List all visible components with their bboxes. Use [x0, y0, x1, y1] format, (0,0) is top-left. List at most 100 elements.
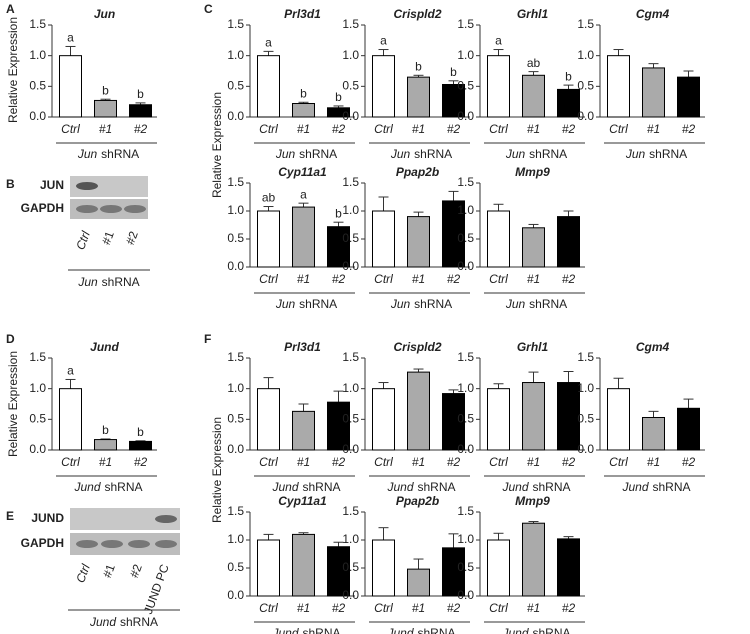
y-tick-label: 0.5	[227, 79, 244, 93]
y-tick-label: 1.0	[342, 48, 359, 62]
x-tick-label: Ctrl	[259, 601, 278, 615]
group-label-gene: Jund	[386, 626, 413, 634]
bar	[292, 410, 315, 451]
x-tick-label: #2	[447, 272, 461, 286]
y-tick-label: 0.5	[227, 560, 244, 574]
chart-title: Cgm4	[636, 340, 670, 354]
x-tick-label: #2	[332, 272, 346, 286]
y-tick-label: 1.5	[227, 175, 244, 189]
significance-letter: b	[335, 206, 342, 220]
x-tick-label: Ctrl	[259, 122, 278, 136]
significance-letter: a	[265, 36, 272, 50]
blot-lane-label: #1	[99, 229, 117, 247]
group-label-text: shRNA	[414, 297, 452, 311]
group-label-text: shRNA	[533, 626, 571, 634]
group-label-text: shRNA	[299, 147, 337, 161]
y-tick-label: 0.0	[457, 259, 474, 273]
x-tick-label: #1	[527, 272, 540, 286]
group-label-gene: Jund	[621, 480, 648, 494]
y-tick-label: 1.0	[457, 203, 474, 217]
group-label: Jund shRNA	[386, 480, 455, 494]
bar	[94, 99, 117, 118]
x-tick-label: Ctrl	[259, 455, 278, 469]
y-axis-label: Relative Expression	[210, 92, 224, 198]
significance-letter: ab	[527, 56, 541, 70]
bar	[257, 210, 280, 268]
y-tick-label: 1.0	[227, 532, 244, 546]
bar	[522, 522, 545, 597]
y-tick-label: 1.0	[227, 203, 244, 217]
group-label: Jun shRNA	[505, 297, 567, 311]
blot-lane-label: Ctrl	[73, 562, 93, 585]
chart-title: Cyp11a1	[278, 494, 327, 508]
y-tick-label: 0.0	[29, 442, 46, 456]
group-label-gene: Jund	[271, 626, 298, 634]
x-tick-label: #1	[647, 122, 660, 136]
bar	[407, 216, 430, 268]
group-label-text: shRNA	[414, 147, 452, 161]
group-label-gene: Jund	[271, 480, 298, 494]
bar	[94, 439, 117, 451]
y-tick-label: 1.5	[457, 350, 474, 364]
significance-letter: b	[335, 90, 342, 104]
group-label-gene: Jun	[77, 275, 98, 289]
group-label-text: shRNA	[105, 480, 143, 494]
x-tick-label: #1	[297, 122, 310, 136]
bar	[257, 55, 280, 118]
group-label-gene: Jun	[390, 147, 411, 161]
y-tick-label: 1.0	[577, 48, 594, 62]
group-label: Jun shRNA	[625, 147, 687, 161]
significance-letter: a	[380, 34, 387, 48]
group-label-text: shRNA	[653, 480, 691, 494]
x-tick-label: #1	[297, 272, 310, 286]
bar	[607, 388, 630, 451]
y-tick-label: 1.5	[577, 350, 594, 364]
significance-letter: a	[495, 34, 502, 48]
chart-title: Crispld2	[393, 340, 441, 354]
x-tick-label: #2	[682, 455, 696, 469]
y-tick-label: 1.5	[342, 17, 359, 31]
bar	[487, 55, 510, 118]
blot-row-label: GAPDH	[21, 201, 64, 215]
x-tick-label: #2	[134, 122, 148, 136]
blot-lane-label: #2	[123, 229, 141, 247]
panel-label: C	[204, 2, 213, 16]
bar	[372, 210, 395, 268]
x-tick-label: #2	[332, 122, 346, 136]
panel-label: D	[6, 332, 15, 346]
y-tick-label: 1.0	[342, 532, 359, 546]
chart-title: Ppap2b	[396, 494, 439, 508]
blot-band-panel	[70, 508, 180, 530]
y-tick-label: 1.5	[457, 504, 474, 518]
chart-title: Mmp9	[515, 494, 550, 508]
group-label: Jund shRNA	[621, 480, 690, 494]
bar	[407, 76, 430, 118]
group-label: Jun shRNA	[390, 147, 452, 161]
group-label: Jund shRNA	[89, 615, 158, 629]
y-tick-label: 0.5	[457, 412, 474, 426]
group-label: Jun shRNA	[77, 275, 139, 289]
blot-band	[76, 540, 98, 548]
bar	[257, 388, 280, 451]
blot-lane-label: JUND PC	[141, 562, 172, 616]
y-tick-label: 1.5	[577, 17, 594, 31]
y-tick-label: 0.5	[457, 231, 474, 245]
blot-band	[124, 205, 146, 213]
blot-row-label: GAPDH	[21, 536, 64, 550]
group-label-text: shRNA	[299, 297, 337, 311]
x-tick-label: Ctrl	[489, 122, 508, 136]
panel-label: B	[6, 177, 15, 191]
bar	[327, 546, 350, 597]
y-tick-label: 1.5	[342, 350, 359, 364]
bar	[327, 401, 350, 451]
bar	[487, 388, 510, 451]
blot-row-label: JUN	[40, 178, 64, 192]
x-tick-label: #1	[99, 455, 112, 469]
y-tick-label: 0.5	[342, 79, 359, 93]
y-tick-label: 1.0	[227, 381, 244, 395]
bar	[59, 388, 82, 451]
x-tick-label: Ctrl	[374, 272, 393, 286]
bar	[442, 83, 465, 118]
y-tick-label: 1.5	[227, 504, 244, 518]
bar	[407, 371, 430, 451]
